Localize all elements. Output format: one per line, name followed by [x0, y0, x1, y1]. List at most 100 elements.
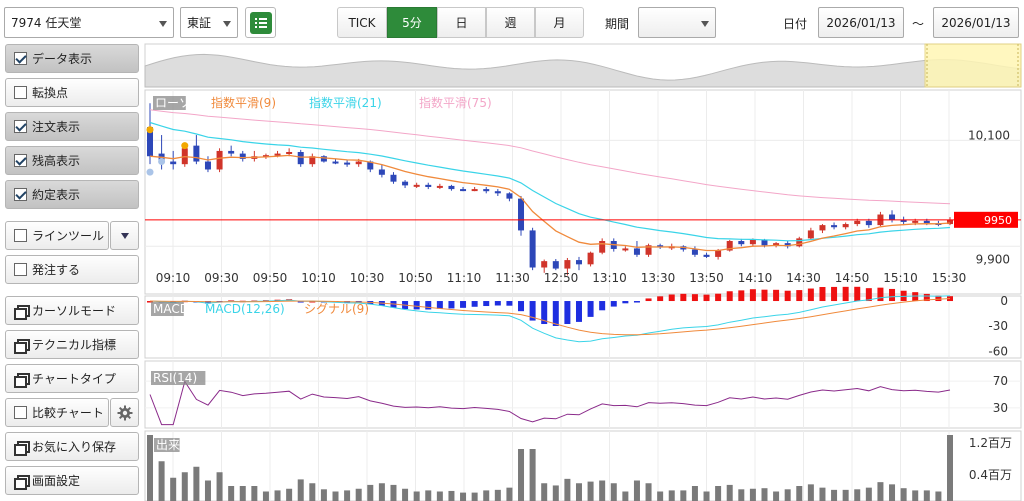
candle: [947, 219, 953, 225]
sidebar-item-label: チャートタイプ: [32, 372, 116, 386]
date-from-field[interactable]: 2026/01/13: [818, 7, 904, 38]
sidebar-item-turning-point[interactable]: 転換点: [5, 78, 139, 107]
overview-series: [144, 53, 1022, 88]
macd-histogram-bar: [773, 289, 780, 302]
tab-period-week[interactable]: 週: [486, 7, 535, 38]
current-price-badge: [954, 211, 1018, 228]
volume-bar: [935, 491, 942, 501]
macd-histogram-bar: [506, 301, 513, 306]
volume-bar: [831, 489, 838, 501]
candle: [796, 238, 803, 247]
candle: [854, 220, 861, 225]
candle: [494, 191, 501, 194]
window-icon: [14, 372, 30, 388]
macd-histogram-bar: [575, 301, 582, 322]
candle: [865, 220, 872, 226]
sidebar-item-line-tool[interactable]: ラインツール: [5, 221, 109, 250]
macd-panel: 0 -30 -60 MACD MACD(12,26) シグナル(9): [144, 286, 1022, 359]
sidebar-item-save-favorite[interactable]: お気に入り保存: [5, 432, 139, 461]
price-legend-item: ローソク: [155, 96, 203, 110]
range-select[interactable]: [638, 7, 716, 38]
line-tool-dropdown-button[interactable]: [110, 221, 139, 250]
volume-bar: [622, 491, 629, 501]
candle: [471, 189, 478, 192]
sidebar-item-place-order[interactable]: 発注する: [5, 255, 139, 284]
sidebar-item-balance-display[interactable]: 残高表示: [5, 146, 139, 175]
candle: [460, 189, 467, 192]
tab-label: 月: [553, 16, 566, 30]
macd-legend-item: シグナル(9): [304, 302, 369, 316]
sidebar-item-data-display[interactable]: データ表示: [5, 44, 139, 73]
tab-period-day[interactable]: 日: [437, 7, 486, 38]
candle: [228, 150, 235, 154]
sidebar-item-label: テクニカル指標: [32, 338, 117, 352]
macd-histogram-bar: [831, 286, 838, 302]
volume-bar: [912, 490, 919, 501]
candle: [193, 145, 200, 162]
x-axis-tick-label: 10:10: [301, 271, 336, 285]
volume-bar: [529, 449, 536, 501]
x-axis-tick-label: 10:30: [350, 271, 385, 285]
list-icon: [249, 11, 272, 34]
candle: [807, 230, 814, 239]
x-axis-tick-label: 13:10: [592, 271, 627, 285]
rsi-line: [149, 380, 951, 426]
execution-marker: [146, 126, 154, 134]
sidebar-item-label: データ表示: [32, 52, 93, 66]
macd-histogram-bar: [297, 301, 304, 303]
macd-histogram-bar: [471, 301, 478, 307]
volume-bar: [228, 486, 235, 501]
candle: [448, 185, 455, 190]
sidebar-item-compare-chart[interactable]: 比較チャート: [5, 398, 109, 427]
volume-bar: [865, 487, 872, 501]
sidebar-item-label: 残高表示: [32, 154, 81, 168]
execution-marker: [158, 158, 166, 166]
candle: [749, 239, 756, 245]
tab-period-5min[interactable]: 5分: [387, 7, 437, 38]
macd-histogram-bar: [460, 301, 467, 308]
volume-axis-tick-label: 0.4百万: [969, 468, 1012, 482]
x-axis-tick-label: 11:10: [447, 271, 482, 285]
candle: [320, 156, 327, 162]
candle: [622, 248, 629, 251]
volume-bar: [181, 472, 188, 501]
tab-period-month[interactable]: 月: [535, 7, 584, 38]
rsi-axis-tick-label: 70: [993, 374, 1008, 388]
date-to-field[interactable]: 2026/01/13: [933, 7, 1019, 38]
sidebar-item-chart-type[interactable]: チャートタイプ: [5, 364, 139, 393]
sidebar-item-screen-settings[interactable]: 画面設定: [5, 466, 139, 495]
macd-histogram-bar: [518, 301, 525, 312]
tab-period-tick[interactable]: TICK: [337, 7, 387, 38]
sidebar-item-order-display[interactable]: 注文表示: [5, 112, 139, 141]
volume-legend-item: 出来高: [156, 437, 192, 452]
macd-histogram-bar: [784, 290, 791, 302]
volume-bar: [367, 484, 374, 501]
compare-settings-button[interactable]: [110, 398, 139, 427]
chevron-down-icon: [159, 20, 167, 27]
macd-histogram-bar: [448, 301, 455, 309]
market-select[interactable]: 東証: [180, 7, 238, 38]
sidebar-item-execution-display[interactable]: 約定表示: [5, 180, 139, 209]
volume-bar: [819, 487, 826, 501]
overview-range-handle[interactable]: [924, 43, 1022, 88]
macd-histogram-bar: [923, 293, 930, 302]
volume-bar: [715, 486, 722, 501]
sidebar-item-cursor-mode[interactable]: カーソルモード: [5, 296, 139, 325]
candle: [889, 214, 896, 220]
volume-bar: [332, 491, 339, 501]
stock-select[interactable]: 7974 任天堂: [4, 7, 174, 38]
volume-bar: [947, 435, 953, 501]
list-menu-button[interactable]: [245, 7, 276, 38]
candle: [575, 260, 582, 265]
macd-line: [149, 295, 951, 343]
date-label: 日付: [783, 17, 808, 31]
volume-bar: [645, 483, 652, 501]
macd-histogram-bar: [715, 293, 722, 302]
macd-histogram-bar: [483, 301, 490, 307]
volume-bar: [286, 488, 293, 501]
sidebar-item-technical-indicators[interactable]: テクニカル指標: [5, 330, 139, 359]
candle: [402, 181, 409, 186]
overview-navigator[interactable]: [144, 43, 1022, 88]
macd-histogram-bar: [726, 291, 733, 302]
